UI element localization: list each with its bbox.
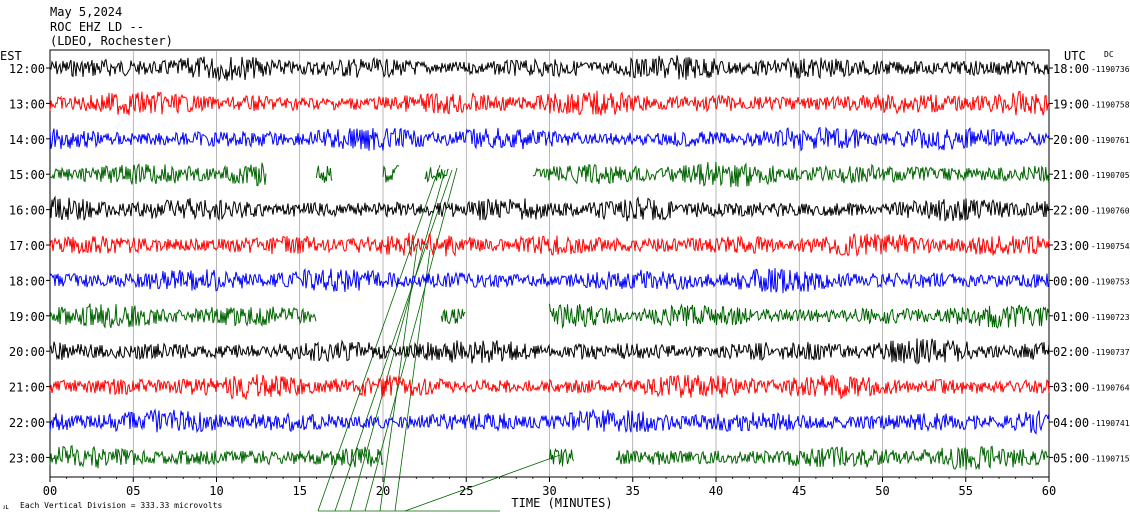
x-tick-label: 00 [43, 484, 57, 498]
dc-offset-label: -1190705 [1091, 171, 1130, 180]
trace-wrap-line [364, 167, 458, 512]
trace-wrap-line [334, 169, 453, 512]
seismic-trace [315, 165, 333, 183]
utc-hour-label: 22:00 [1053, 204, 1089, 218]
dc-offset-label: -1190715 [1091, 454, 1130, 463]
dc-offset-label: -1190760 [1091, 207, 1130, 216]
utc-hour-label: 21:00 [1053, 168, 1089, 182]
trace-layer [49, 55, 1050, 470]
est-hour-label: 13:00 [9, 97, 45, 111]
trace-wrap-line [394, 249, 431, 512]
footer-icon: ᴊʟ [3, 503, 9, 511]
x-tick-label: 05 [126, 484, 140, 498]
x-tick-label: 25 [459, 484, 473, 498]
x-tick-label: 15 [293, 484, 307, 498]
x-tick-label: 10 [209, 484, 223, 498]
seismic-trace [49, 162, 267, 187]
dc-offset-label: -1190764 [1091, 384, 1130, 393]
est-hour-label: 18:00 [9, 274, 45, 288]
seismic-trace [49, 373, 1050, 401]
est-hour-label: 23:00 [9, 451, 45, 465]
est-hour-label: 19:00 [9, 310, 45, 324]
header-date: May 5,2024 [50, 5, 122, 19]
x-tick-label: 45 [792, 484, 806, 498]
est-hour-label: 14:00 [9, 133, 45, 147]
x-tick-label: 55 [959, 484, 973, 498]
seismic-trace [440, 308, 466, 325]
est-hour-label: 16:00 [9, 204, 45, 218]
seismic-trace [549, 448, 574, 467]
utc-hour-label: 05:00 [1053, 451, 1089, 465]
utc-hour-label: 00:00 [1053, 274, 1089, 288]
header-network: (LDEO, Rochester) [50, 34, 173, 48]
trace-wrap-lines [317, 164, 561, 512]
seismic-trace [424, 167, 449, 183]
seismic-trace [532, 161, 1050, 188]
est-hour-label: 22:00 [9, 416, 45, 430]
utc-hour-label: 04:00 [1053, 416, 1089, 430]
right-axis-label: UTC [1064, 49, 1086, 63]
header-station: ROC EHZ LD -- [50, 20, 144, 34]
seismic-trace [49, 55, 1050, 82]
seismic-trace [549, 303, 1049, 330]
trace-wrap-line [404, 454, 561, 512]
trace-wrap-line [379, 239, 419, 512]
dc-offset-label: -1190737 [1091, 348, 1130, 357]
dc-label: DC [1104, 50, 1114, 59]
x-tick-label: 40 [709, 484, 723, 498]
utc-hour-label: 19:00 [1053, 97, 1089, 111]
x-tick-label: 50 [875, 484, 889, 498]
est-hour-label: 15:00 [9, 168, 45, 182]
utc-hour-label: 18:00 [1053, 62, 1089, 76]
x-tick-label: 30 [542, 484, 556, 498]
dc-offset-label: -1190741 [1091, 419, 1130, 428]
est-hour-label: 17:00 [9, 239, 45, 253]
seismic-trace [49, 195, 1050, 222]
seismic-trace [49, 338, 1050, 365]
seismic-trace [49, 232, 1050, 258]
est-hour-label: 21:00 [9, 381, 45, 395]
x-tick-label: 35 [626, 484, 640, 498]
seismic-trace [49, 444, 384, 469]
trace-wrap-line [317, 164, 441, 512]
x-tick-label: 60 [1042, 484, 1056, 498]
seismic-trace [49, 408, 1050, 435]
dc-offset-label: -1190723 [1091, 313, 1130, 322]
seismic-trace [49, 126, 1050, 152]
est-hour-label: 20:00 [9, 345, 45, 359]
dc-offset-label: -1190736 [1091, 65, 1130, 74]
trace-wrap-line [349, 169, 446, 512]
x-tick-label: 20 [376, 484, 390, 498]
seismic-trace [615, 445, 1049, 470]
utc-hour-label: 02:00 [1053, 345, 1089, 359]
utc-hour-label: 03:00 [1053, 381, 1089, 395]
seismic-trace [49, 90, 1050, 116]
utc-hour-label: 20:00 [1053, 133, 1089, 147]
dc-offset-label: -1190753 [1091, 277, 1130, 286]
seismic-trace [49, 303, 317, 329]
utc-hour-label: 01:00 [1053, 310, 1089, 324]
seismic-trace [49, 267, 1050, 294]
dc-offset-label: -1190758 [1091, 100, 1130, 109]
dc-offset-label: -1190761 [1091, 136, 1130, 145]
seismic-trace [382, 165, 400, 183]
utc-hour-label: 23:00 [1053, 239, 1089, 253]
left-axis-label: EST [0, 49, 22, 63]
est-hour-label: 12:00 [9, 62, 45, 76]
footer-note: Each Vertical Division = 333.33 microvol… [20, 501, 222, 510]
x-axis-title: TIME (MINUTES) [511, 496, 612, 510]
dc-offset-label: -1190754 [1091, 242, 1130, 251]
grid [46, 49, 1053, 482]
